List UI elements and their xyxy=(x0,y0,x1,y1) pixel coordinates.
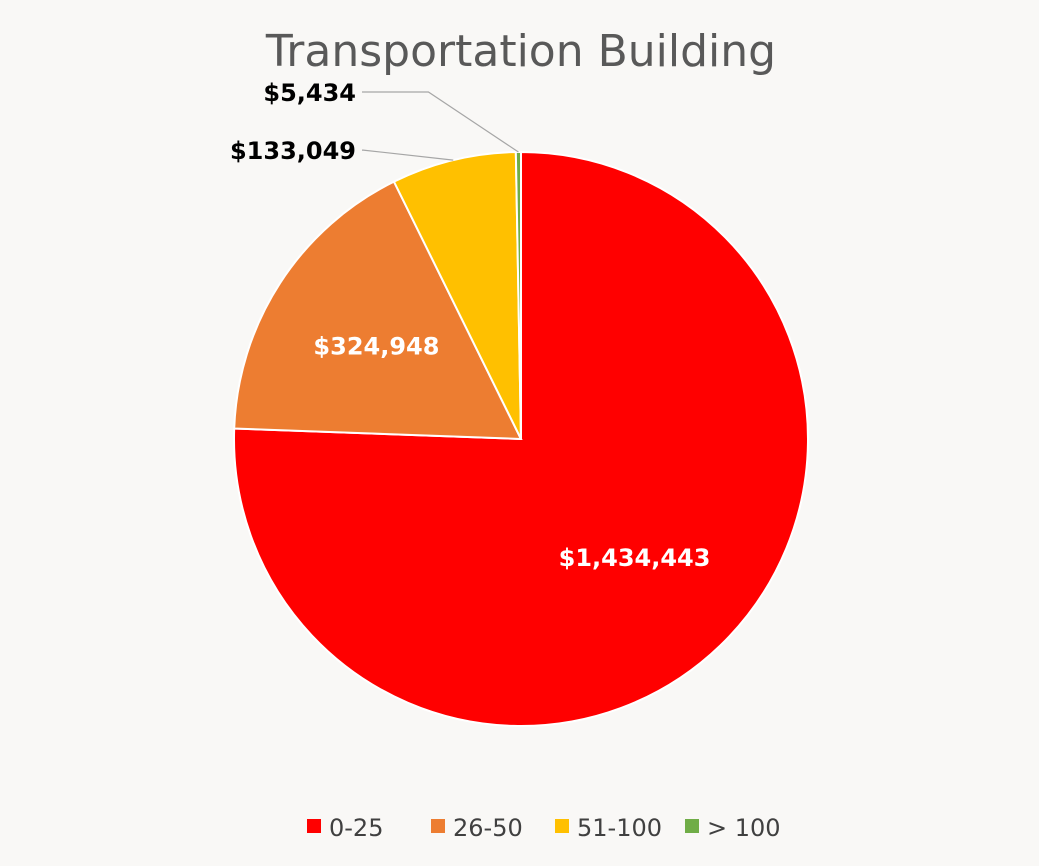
legend-label-100: > 100 xyxy=(707,814,781,842)
chart-title: Transportation Building xyxy=(265,26,776,77)
data-labels: $1,434,443 $324,948 $133,049 $5,434 xyxy=(230,79,710,572)
pie-slice-51-100 xyxy=(392,151,522,440)
pie-slices xyxy=(233,150,809,727)
data-label-100: $5,434 xyxy=(263,79,356,107)
legend: 0-25 26-50 51-100 > 100 xyxy=(307,814,781,842)
data-label-26-50: $324,948 xyxy=(313,332,439,360)
legend-swatch-26-50 xyxy=(431,819,445,833)
data-label-0-25: $1,434,443 xyxy=(559,544,711,572)
legend-swatch-51-100 xyxy=(555,819,569,833)
legend-label-26-50: 26-50 xyxy=(453,814,523,842)
legend-label-0-25: 0-25 xyxy=(329,814,383,842)
legend-swatch-0-25 xyxy=(307,819,321,833)
pie-slice-26-50 xyxy=(233,180,523,441)
data-label-51-100: $133,049 xyxy=(230,137,356,165)
leader-line-51-100 xyxy=(362,149,454,161)
legend-label-51-100: 51-100 xyxy=(577,814,662,842)
legend-swatch-100 xyxy=(685,819,699,833)
leader-lines xyxy=(362,91,519,161)
leader-line-100 xyxy=(362,91,519,153)
